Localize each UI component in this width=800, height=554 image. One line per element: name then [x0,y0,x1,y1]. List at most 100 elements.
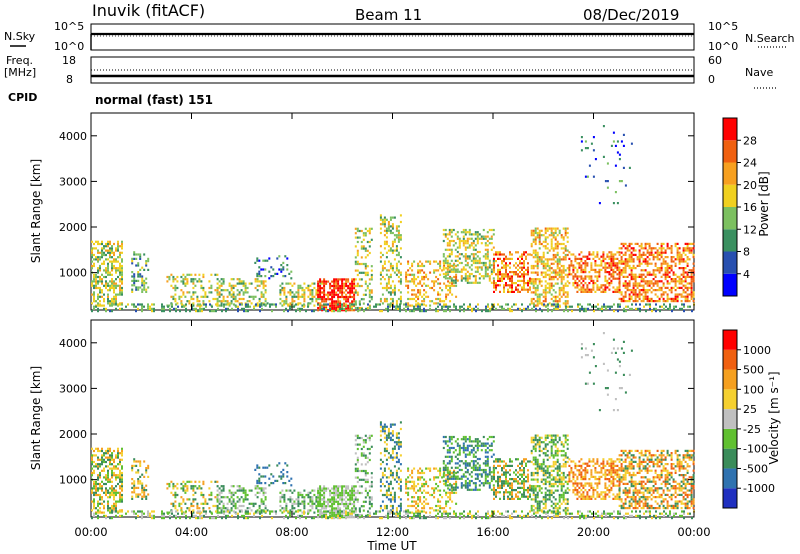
range-gate-cell [333,282,336,285]
range-gate-cell [279,293,282,296]
range-gate-cell [141,486,144,489]
range-gate-cell [333,302,336,305]
range-gate-cell [460,275,463,278]
range-gate-cell [329,498,332,501]
range-gate-cell [216,507,219,510]
range-gate-cell [684,260,687,263]
range-gate-cell [303,489,306,492]
range-gate-cell [544,291,547,294]
range-gate-cell [325,500,328,503]
range-gate-cell [673,305,675,308]
range-gate-cell [315,289,318,292]
range-gate-cell [202,273,205,276]
range-gate-cell [499,277,501,280]
range-gate-cell [178,297,181,301]
colorbar-segment [723,251,737,274]
range-gate-cell [329,509,332,512]
range-gate-cell [256,272,259,275]
range-gate-cell [113,286,115,290]
range-gate-cell [228,284,231,287]
range-gate-cell [279,504,282,508]
range-gate-cell [560,273,563,276]
range-gate-cell [297,284,300,287]
range-gate-cell [536,267,539,270]
range-gate-cell [283,310,285,313]
range-gate-cell [113,260,115,263]
range-gate-cell [458,237,461,240]
range-gate-cell [99,256,101,259]
range-gate-cell [442,239,445,243]
range-gate-cell [592,284,595,287]
range-gate-cell [576,262,579,265]
range-gate-cell [608,255,611,258]
range-gate-cell [389,275,392,279]
range-gate-cell [686,256,689,259]
range-gate-cell [525,288,527,291]
range-gate-cell [109,493,111,497]
range-gate-cell [216,480,219,483]
range-gate-cell [101,289,103,292]
range-gate-cell [121,307,123,310]
range-gate-cell [546,260,549,263]
range-gate-cell [212,504,215,508]
range-gate-cell [691,310,693,313]
range-gate-cell [574,257,577,260]
range-gate-cell [585,307,587,310]
range-gate-cell [105,286,107,290]
range-gate-cell [606,186,609,189]
range-gate-cell [215,310,217,313]
range-gate-cell [353,278,356,281]
range-gate-cell [586,262,589,265]
range-gate-cell [370,505,373,508]
range-gate-cell [218,286,221,290]
range-gate-cell [391,223,394,226]
range-gate-cell [670,269,673,272]
range-gate-cell [220,485,223,488]
range-gate-cell [238,485,241,488]
range-gate-cell [364,463,367,466]
range-gate-cell [121,251,123,254]
range-gate-cell [580,277,583,280]
range-gate-cell [542,291,545,294]
range-gate-cell [544,247,547,250]
range-gate-cell [279,284,282,287]
range-gate-cell [171,303,173,306]
range-gate-cell [611,305,613,308]
range-gate-cell [559,305,561,308]
range-gate-cell [546,291,549,294]
range-gate-cell [604,180,607,183]
range-gate-cell [592,286,595,289]
range-gate-cell [450,235,453,238]
range-gate-cell [311,496,314,499]
range-gate-cell [566,253,569,257]
range-gate-cell [421,491,424,494]
range-gate-cell [248,295,251,298]
range-gate-cell [335,485,338,488]
range-gate-cell [287,303,289,306]
range-gate-cell [137,271,140,274]
range-gate-cell [281,282,284,285]
range-gate-cell [511,290,513,293]
range-gate-cell [640,242,643,245]
range-gate-cell [139,464,142,467]
range-gate-cell [664,275,667,278]
range-gate-cell [341,287,344,290]
range-gate-cell [339,302,342,305]
range-gate-cell [607,305,609,308]
range-gate-cell [333,310,335,313]
range-gate-cell [220,302,223,305]
range-gate-cell [525,273,527,276]
range-gate-cell [174,493,177,497]
range-gate-cell [562,247,565,250]
range-gate-cell [466,257,469,260]
range-gate-cell [544,297,547,301]
range-gate-cell [598,264,601,267]
range-gate-cell [413,485,416,488]
range-gate-cell [293,282,296,285]
range-gate-cell [117,269,119,272]
range-gate-cell [364,472,367,475]
range-gate-cell [387,436,390,439]
range-gate-cell [532,267,535,270]
range-gate-cell [307,493,310,497]
range-gate-cell [670,249,673,252]
